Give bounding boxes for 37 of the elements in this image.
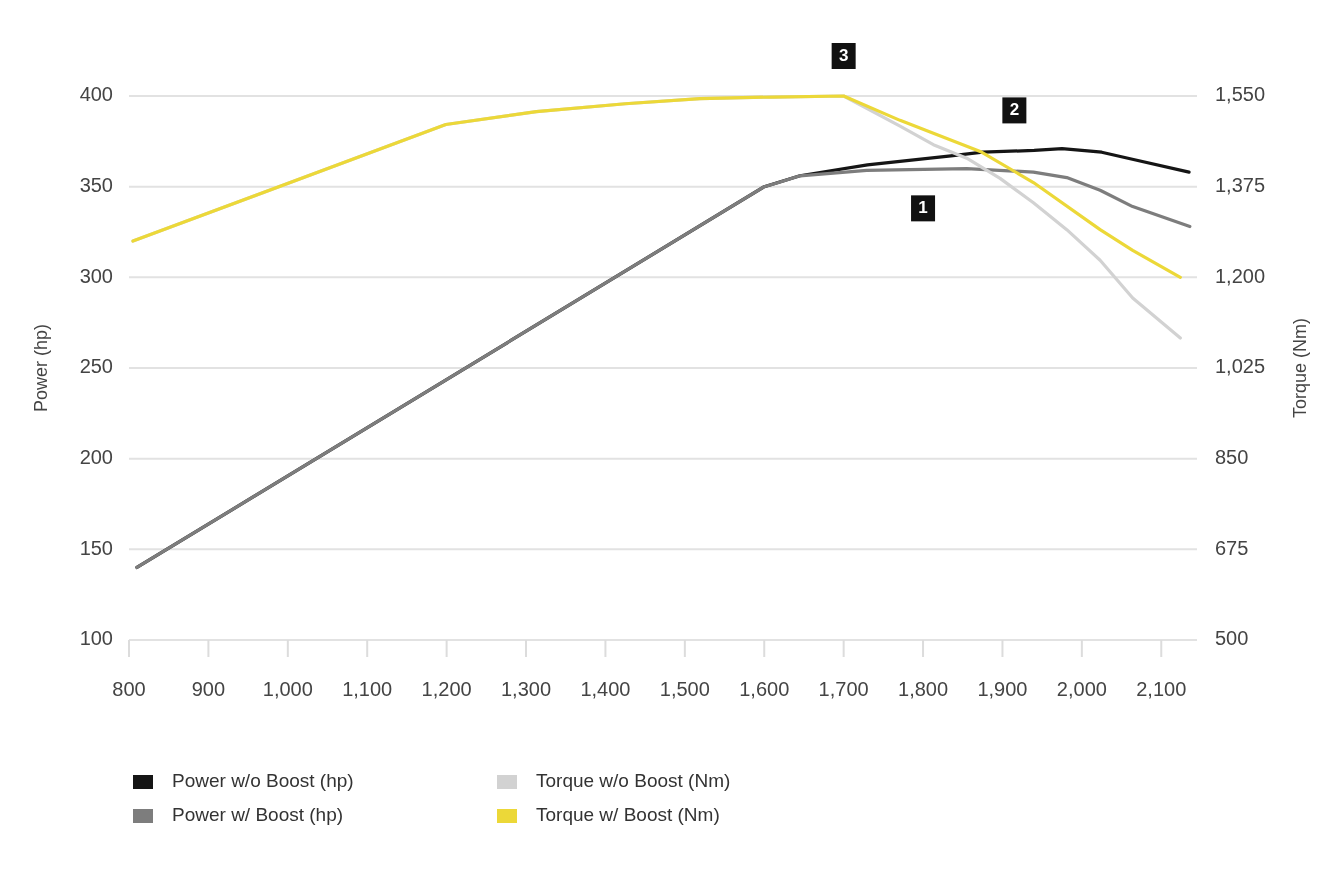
legend-label: Torque w/ Boost (Nm) [536, 804, 720, 826]
x-tick-label: 1,400 [580, 678, 631, 701]
y-tick-label: 150 [79, 536, 113, 559]
y-tick-label: 200 [79, 445, 113, 468]
y-tick-label: 350 [79, 173, 113, 196]
legend-label: Power w/ Boost (hp) [172, 804, 344, 826]
y-tick-label: 400 [79, 83, 113, 106]
y2-tick-label: 500 [1215, 627, 1249, 650]
y2-tick-label: 850 [1215, 445, 1249, 468]
x-tick-label: 1,600 [739, 678, 790, 701]
x-tick-label: 1,200 [421, 678, 472, 701]
y2-tick-label: 1,025 [1215, 355, 1266, 378]
y2-tick-label: 1,550 [1215, 83, 1266, 106]
x-tick-label: 1,900 [977, 678, 1028, 701]
annotation: 3 [838, 46, 849, 66]
x-tick-label: 1,300 [500, 678, 552, 701]
y2-tick-label: 1,200 [1215, 264, 1266, 287]
y2-tick-label: 1,375 [1215, 173, 1266, 196]
y2-tick-label: 675 [1215, 536, 1249, 559]
y-tick-label: 300 [79, 264, 113, 287]
x-tick-label: 1,500 [659, 678, 710, 701]
legend-label: Torque w/o Boost (Nm) [536, 770, 731, 792]
x-tick-label: 2,000 [1056, 678, 1107, 701]
annotation: 1 [918, 198, 928, 218]
x-tick-label: 800 [112, 678, 146, 701]
x-tick-label: 2,100 [1136, 678, 1187, 701]
x-tick-label: 900 [191, 678, 226, 701]
legend-label: Power w/o Boost (hp) [172, 770, 354, 792]
x-tick-label: 1,800 [898, 678, 949, 701]
x-tick-label: 1,100 [342, 678, 393, 701]
y2-axis-title: Torque (Nm) [1289, 317, 1310, 419]
y-tick-label: 250 [79, 355, 113, 378]
y-axis-title: Power (hp) [30, 323, 51, 413]
x-tick-label: 1,700 [818, 678, 869, 701]
annotation: 2 [1009, 100, 1020, 120]
x-tick-label: 1,000 [262, 678, 313, 701]
y-tick-label: 100 [79, 627, 113, 650]
